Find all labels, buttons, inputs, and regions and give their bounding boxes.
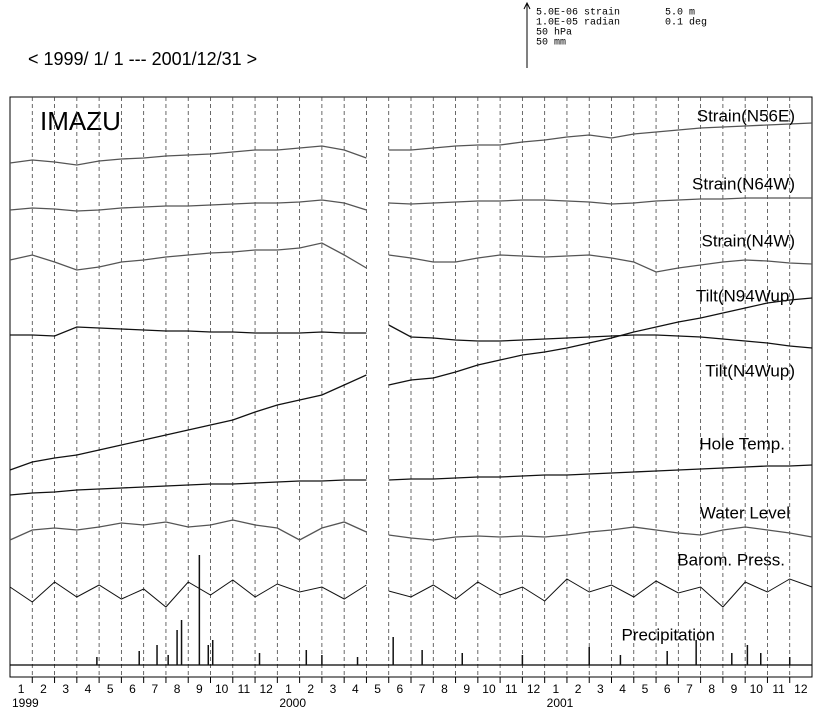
trace xyxy=(9,242,813,273)
year-label: 1999 xyxy=(12,696,39,710)
x-tick-label: 8 xyxy=(708,682,715,696)
trace xyxy=(9,122,813,166)
x-tick-label: 3 xyxy=(597,682,604,696)
trace xyxy=(10,324,813,349)
x-tick-label: 10 xyxy=(215,682,229,696)
x-tick-label: 7 xyxy=(686,682,693,696)
x-tick-label: 9 xyxy=(463,682,470,696)
x-tick-label: 10 xyxy=(482,682,496,696)
station-label: IMAZU xyxy=(40,106,121,136)
year-label: 2001 xyxy=(547,696,574,710)
x-tick-label: 2 xyxy=(40,682,47,696)
x-tick-label: 9 xyxy=(731,682,738,696)
trace xyxy=(9,464,813,496)
x-tick-label: 4 xyxy=(85,682,92,696)
x-tick-label: 12 xyxy=(260,682,274,696)
year-label: 2000 xyxy=(279,696,306,710)
trace-label: Strain(N4W) xyxy=(701,231,795,250)
x-tick-label: 1 xyxy=(552,682,559,696)
trace xyxy=(9,297,813,471)
x-tick-label: 7 xyxy=(419,682,426,696)
x-tick-label: 6 xyxy=(129,682,136,696)
x-tick-label: 11 xyxy=(238,682,251,696)
x-tick-label: 11 xyxy=(505,682,518,696)
x-tick-label: 6 xyxy=(397,682,404,696)
x-tick-label: 5 xyxy=(107,682,114,696)
x-tick-label: 2 xyxy=(307,682,314,696)
trace-label: Hole Temp. xyxy=(699,434,785,453)
scale-arrow-head xyxy=(523,1,531,10)
x-tick-label: 1 xyxy=(285,682,292,696)
x-tick-label: 6 xyxy=(664,682,671,696)
x-tick-label: 4 xyxy=(352,682,359,696)
scale-text: 1.0E-05 radian xyxy=(536,17,620,29)
x-tick-label: 8 xyxy=(174,682,181,696)
trace-label: Strain(N64W) xyxy=(692,174,795,193)
x-tick-label: 9 xyxy=(196,682,203,696)
x-tick-label: 3 xyxy=(330,682,337,696)
x-tick-label: 10 xyxy=(750,682,764,696)
scale-text: 5.0E-06 strain xyxy=(536,7,620,19)
chart-title: < 1999/ 1/ 1 --- 2001/12/31 > xyxy=(28,49,257,69)
scale-text: 5.0 m xyxy=(665,8,695,19)
scale-text: 0.1 deg xyxy=(665,17,707,29)
trace-label: Tilt(N94Wup) xyxy=(696,286,795,305)
x-tick-label: 4 xyxy=(619,682,626,696)
x-tick-label: 5 xyxy=(374,682,381,696)
x-tick-label: 7 xyxy=(151,682,158,696)
x-tick-label: 1 xyxy=(18,682,25,696)
x-tick-label: 8 xyxy=(441,682,448,696)
scale-text: 50 mm xyxy=(536,38,566,49)
x-tick-label: 2 xyxy=(575,682,582,696)
trace-label: Strain(N56E) xyxy=(697,106,795,125)
x-tick-label: 12 xyxy=(794,682,808,696)
trace xyxy=(9,519,813,541)
x-tick-label: 3 xyxy=(62,682,69,696)
scale-text: 50 hPa xyxy=(536,27,572,39)
trace xyxy=(9,197,812,212)
trace-label: Barom. Press. xyxy=(677,550,785,569)
x-tick-label: 12 xyxy=(527,682,541,696)
trace-label: Water Level xyxy=(700,503,790,522)
x-tick-label: 11 xyxy=(772,682,785,696)
trace-label: Precipitation xyxy=(621,625,715,644)
trace-label: Tilt(N4Wup) xyxy=(705,361,795,380)
trace xyxy=(9,578,813,608)
x-tick-label: 5 xyxy=(642,682,649,696)
